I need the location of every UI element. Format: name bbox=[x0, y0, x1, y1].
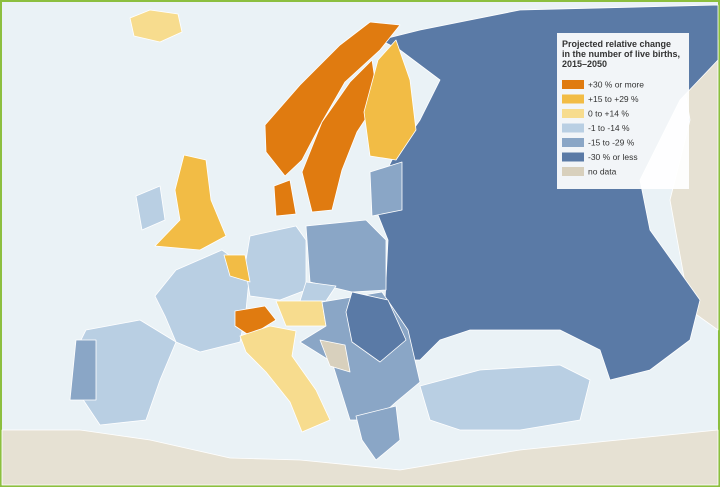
legend-swatch bbox=[562, 167, 584, 176]
legend-swatch bbox=[562, 152, 584, 162]
iceland bbox=[129, 9, 183, 43]
ireland bbox=[135, 185, 166, 231]
poland bbox=[305, 219, 387, 293]
legend-title: in the number of live births, bbox=[562, 49, 680, 59]
sweden bbox=[301, 59, 379, 213]
legend-label: -1 to -14 % bbox=[588, 123, 630, 133]
finland bbox=[363, 39, 417, 161]
uk bbox=[154, 154, 227, 251]
legend-label: +15 to +29 % bbox=[588, 94, 639, 104]
legend-swatch bbox=[562, 80, 584, 89]
bosnia bbox=[319, 339, 351, 373]
belgium bbox=[223, 254, 251, 283]
norway bbox=[264, 21, 401, 177]
africa bbox=[1, 429, 719, 486]
legend-swatch bbox=[562, 94, 584, 104]
greece bbox=[355, 405, 401, 461]
legend-label: -15 to -29 % bbox=[588, 137, 635, 147]
italy bbox=[239, 325, 331, 433]
legend-title: Projected relative change bbox=[562, 39, 671, 49]
legend-label: +30 % or more bbox=[588, 79, 644, 89]
legend-label: no data bbox=[588, 166, 617, 176]
turkey bbox=[419, 364, 591, 431]
portugal bbox=[69, 339, 97, 401]
legend-label: 0 to +14 % bbox=[588, 108, 629, 118]
legend-title: 2015–2050 bbox=[562, 59, 607, 69]
germany bbox=[244, 225, 307, 301]
legend-label: -30 % or less bbox=[588, 152, 638, 162]
legend-swatch bbox=[562, 123, 584, 133]
legend-swatch bbox=[562, 138, 584, 147]
denmark bbox=[273, 179, 297, 217]
romania bbox=[345, 291, 407, 363]
legend-swatch bbox=[562, 109, 584, 118]
baltics bbox=[369, 161, 403, 217]
